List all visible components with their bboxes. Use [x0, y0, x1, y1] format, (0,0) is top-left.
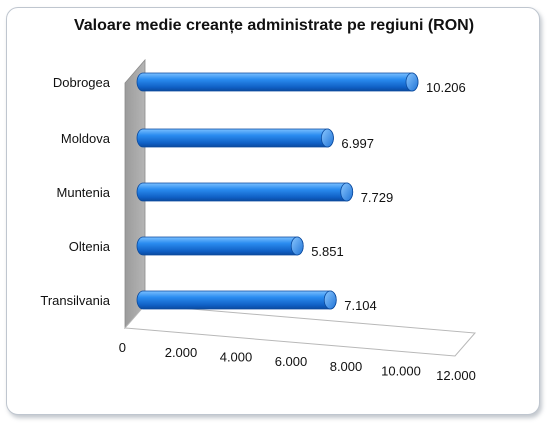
bar — [136, 182, 354, 202]
category-label: Oltenia — [69, 239, 111, 254]
bar — [136, 236, 304, 256]
bar-end-cap — [290, 236, 304, 256]
category-label: Transilvania — [40, 293, 110, 308]
bar-end-cap — [340, 182, 354, 202]
data-label: 7.729 — [361, 190, 394, 205]
bar — [136, 290, 337, 310]
category-label: Moldova — [61, 131, 111, 146]
category-label: Muntenia — [57, 185, 111, 200]
x-tick-label: 0 — [119, 340, 126, 355]
bar-end-cap — [323, 290, 337, 310]
x-tick-label: 6.000 — [275, 354, 308, 369]
data-label: 10.206 — [426, 80, 466, 95]
x-tick-label: 10.000 — [381, 363, 421, 378]
bar-end-cap — [321, 128, 334, 148]
x-tick-label: 2.000 — [165, 345, 198, 360]
bar — [136, 128, 334, 148]
data-label: 6.997 — [341, 136, 374, 151]
x-tick-label: 12.000 — [436, 368, 476, 383]
x-tick-label: 8.000 — [330, 359, 363, 374]
x-tick-label: 4.000 — [220, 349, 253, 364]
bar-end-cap — [405, 72, 419, 92]
bar — [136, 72, 419, 92]
category-label: Dobrogea — [53, 75, 111, 90]
floor-plane — [123, 304, 477, 357]
data-label: 7.104 — [344, 298, 377, 313]
data-label: 5.851 — [311, 244, 344, 259]
chart-title: Valoare medie creanțe administrate pe re… — [73, 17, 475, 34]
